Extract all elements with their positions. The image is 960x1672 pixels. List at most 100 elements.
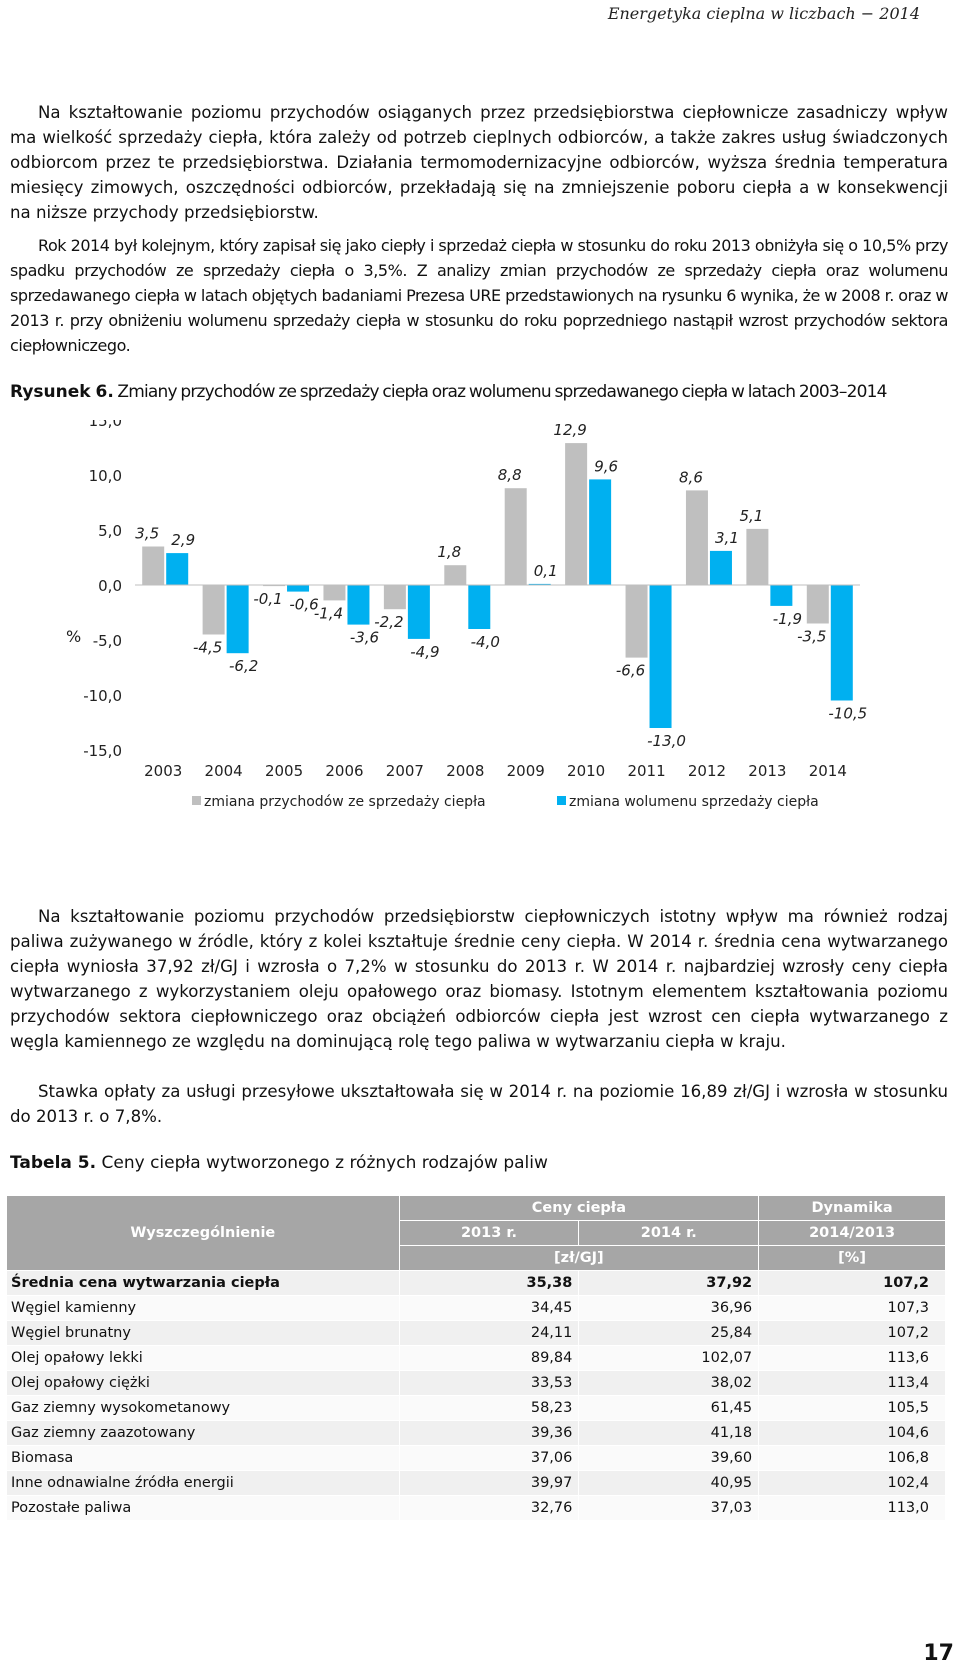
data-label-series-2: -3,6 [350,629,379,647]
bar-series-1 [685,490,708,585]
bar-series-1 [504,488,527,585]
y-tick-label: 15,0 [89,420,122,430]
row-name: Węgiel brunatny [6,1320,400,1346]
table-title: Ceny ciepła wytworzonego z różnych rodza… [96,1153,548,1173]
row-price-2014: 38,02 [578,1370,760,1396]
figure-title: Zmiany przychodów ze sprzedaży ciepła or… [113,382,887,402]
legend-swatch [192,796,201,805]
data-label-series-1: 5,1 [739,507,763,525]
table-row: Olej opałowy ciężki 33,53 38,02 113,4 [6,1370,946,1396]
bar-series-2 [468,585,491,629]
data-label-series-1: 8,6 [679,468,703,486]
row-name: Pozostałe paliwa [6,1495,400,1521]
row-dynamics: 113,0 [758,1495,946,1521]
table-row: Olej opałowy lekki 89,84 102,07 113,6 [6,1345,946,1371]
data-label-series-2: 2,9 [171,531,195,549]
table-row: Węgiel kamienny 34,45 36,96 107,3 [6,1295,946,1321]
bar-series-2 [709,550,732,585]
bar-series-2 [528,583,551,585]
bar-series-2 [166,553,189,585]
figure-caption: Rysunek 6. Zmiany przychodów ze sprzedaż… [10,382,950,402]
x-tick-label: 2008 [446,762,484,780]
page-number: 17 [923,1641,954,1666]
row-dynamics: 104,6 [758,1420,946,1446]
running-header: Energetyka cieplna w liczbach − 2014 [607,4,920,23]
bar-series-1 [806,585,829,624]
heat-price-table: Wyszczególnienie Ceny ciepła Dynamika 20… [6,1195,946,1521]
paragraph-2014-analysis: Rok 2014 był kolejnym, który zapisał się… [10,233,948,358]
data-label-series-1: -6,6 [616,662,645,680]
data-label-series-1: -2,2 [374,613,403,631]
data-label-series-1: 8,8 [498,466,522,484]
table-row: Inne odnawialne źródła energii 39,97 40,95… [6,1470,946,1496]
header-unit-prices: [zł/GJ] [398,1245,760,1271]
x-tick-label: 2011 [627,762,665,780]
data-label-series-1: -3,5 [797,628,826,646]
table-row: Węgiel brunatny 24,11 25,84 107,2 [6,1320,946,1346]
row-name: Gaz ziemny wysokometanowy [6,1395,400,1421]
table-label: Tabela 5. [10,1153,97,1173]
row-price-2014: 37,92 [578,1270,760,1296]
table-row: Biomasa 37,06 39,60 106,8 [6,1445,946,1471]
data-label-series-2: 0,1 [534,562,558,580]
x-tick-label: 2004 [205,762,243,780]
row-price-2013: 89,84 [398,1345,580,1371]
bar-series-2 [407,585,430,639]
legend-label: zmiana wolumenu sprzedaży ciepła [569,794,819,810]
data-label-series-1: -0,1 [253,590,282,608]
row-price-2013: 39,97 [398,1470,580,1496]
row-price-2014: 37,03 [578,1495,760,1521]
row-name: Olej opałowy lekki [6,1345,400,1371]
y-tick-label: 10,0 [89,467,122,485]
data-label-series-2: -10,5 [828,705,867,723]
row-dynamics: 107,3 [758,1295,946,1321]
row-price-2013: 58,23 [398,1395,580,1421]
paragraph-2-text: Rok 2014 był kolejnym, który zapisał się… [10,236,948,355]
x-tick-label: 2007 [386,762,424,780]
legend-swatch [557,796,566,805]
bar-series-1 [565,443,588,585]
data-label-series-2: 9,6 [594,457,618,475]
x-tick-label: 2009 [507,762,545,780]
data-label-series-2: -4,0 [471,633,500,651]
header-ratio: 2014/2013 [758,1220,946,1246]
row-dynamics: 113,6 [758,1345,946,1371]
bar-series-2 [649,585,672,728]
bar-series-2 [830,585,853,701]
data-label-series-2: -6,2 [229,657,258,675]
row-dynamics: 105,5 [758,1395,946,1421]
bar-series-2 [589,479,612,585]
bar-series-1 [263,585,286,587]
header-item: Wyszczególnienie [6,1195,400,1271]
bar-series-2 [770,585,793,606]
data-label-series-2: -13,0 [647,732,686,750]
header-group-dynamics: Dynamika [758,1195,946,1221]
header-unit-dynamics: [%] [758,1245,946,1271]
row-price-2013: 39,36 [398,1420,580,1446]
row-dynamics: 102,4 [758,1470,946,1496]
y-tick-label: -5,0 [93,632,122,650]
row-price-2014: 61,45 [578,1395,760,1421]
x-tick-label: 2003 [144,762,182,780]
bar-series-1 [444,565,467,585]
row-price-2013: 37,06 [398,1445,580,1471]
row-name: Węgiel kamienny [6,1295,400,1321]
data-label-series-1: 12,9 [553,421,586,439]
paragraph-revenue-intro: Na kształtowanie poziomu przychodów osią… [10,100,948,225]
table-row: Średnia cena wytwarzania ciepła 35,38 37,9… [6,1270,946,1296]
row-name: Olej opałowy ciężki [6,1370,400,1396]
x-tick-label: 2014 [809,762,847,780]
y-tick-label: -15,0 [83,742,122,760]
x-tick-label: 2012 [688,762,726,780]
row-price-2013: 24,11 [398,1320,580,1346]
row-name: Średnia cena wytwarzania ciepła [6,1270,400,1296]
x-tick-label: 2013 [748,762,786,780]
row-price-2014: 40,95 [578,1470,760,1496]
paragraph-transmission-fee: Stawka opłaty za usługi przesyłowe ukszt… [10,1079,948,1129]
row-name: Inne odnawialne źródła energii [6,1470,400,1496]
chart-legend: zmiana przychodów ze sprzedaży ciepła zmi… [192,794,819,810]
row-dynamics: 106,8 [758,1445,946,1471]
row-price-2013: 34,45 [398,1295,580,1321]
row-name: Biomasa [6,1445,400,1471]
bar-series-1 [625,585,648,658]
